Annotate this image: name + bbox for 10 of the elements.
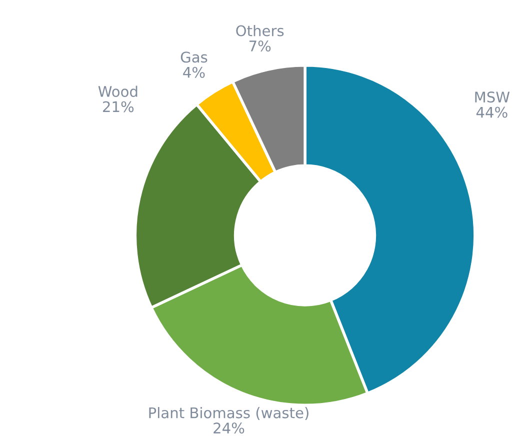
slice-label: MSW — [475, 92, 510, 103]
data-label: 24% — [214, 422, 244, 434]
data-label: 44% — [476, 106, 508, 118]
slice-label: Plant Biomass (waste) — [149, 407, 308, 420]
slice-label: Others — [236, 24, 284, 36]
data-label: 21% — [103, 101, 134, 112]
slice-label: Wood — [98, 86, 138, 97]
data-label: 7% — [249, 40, 271, 52]
slice-label: Gas — [180, 52, 208, 63]
data-label: 4% — [183, 66, 205, 78]
